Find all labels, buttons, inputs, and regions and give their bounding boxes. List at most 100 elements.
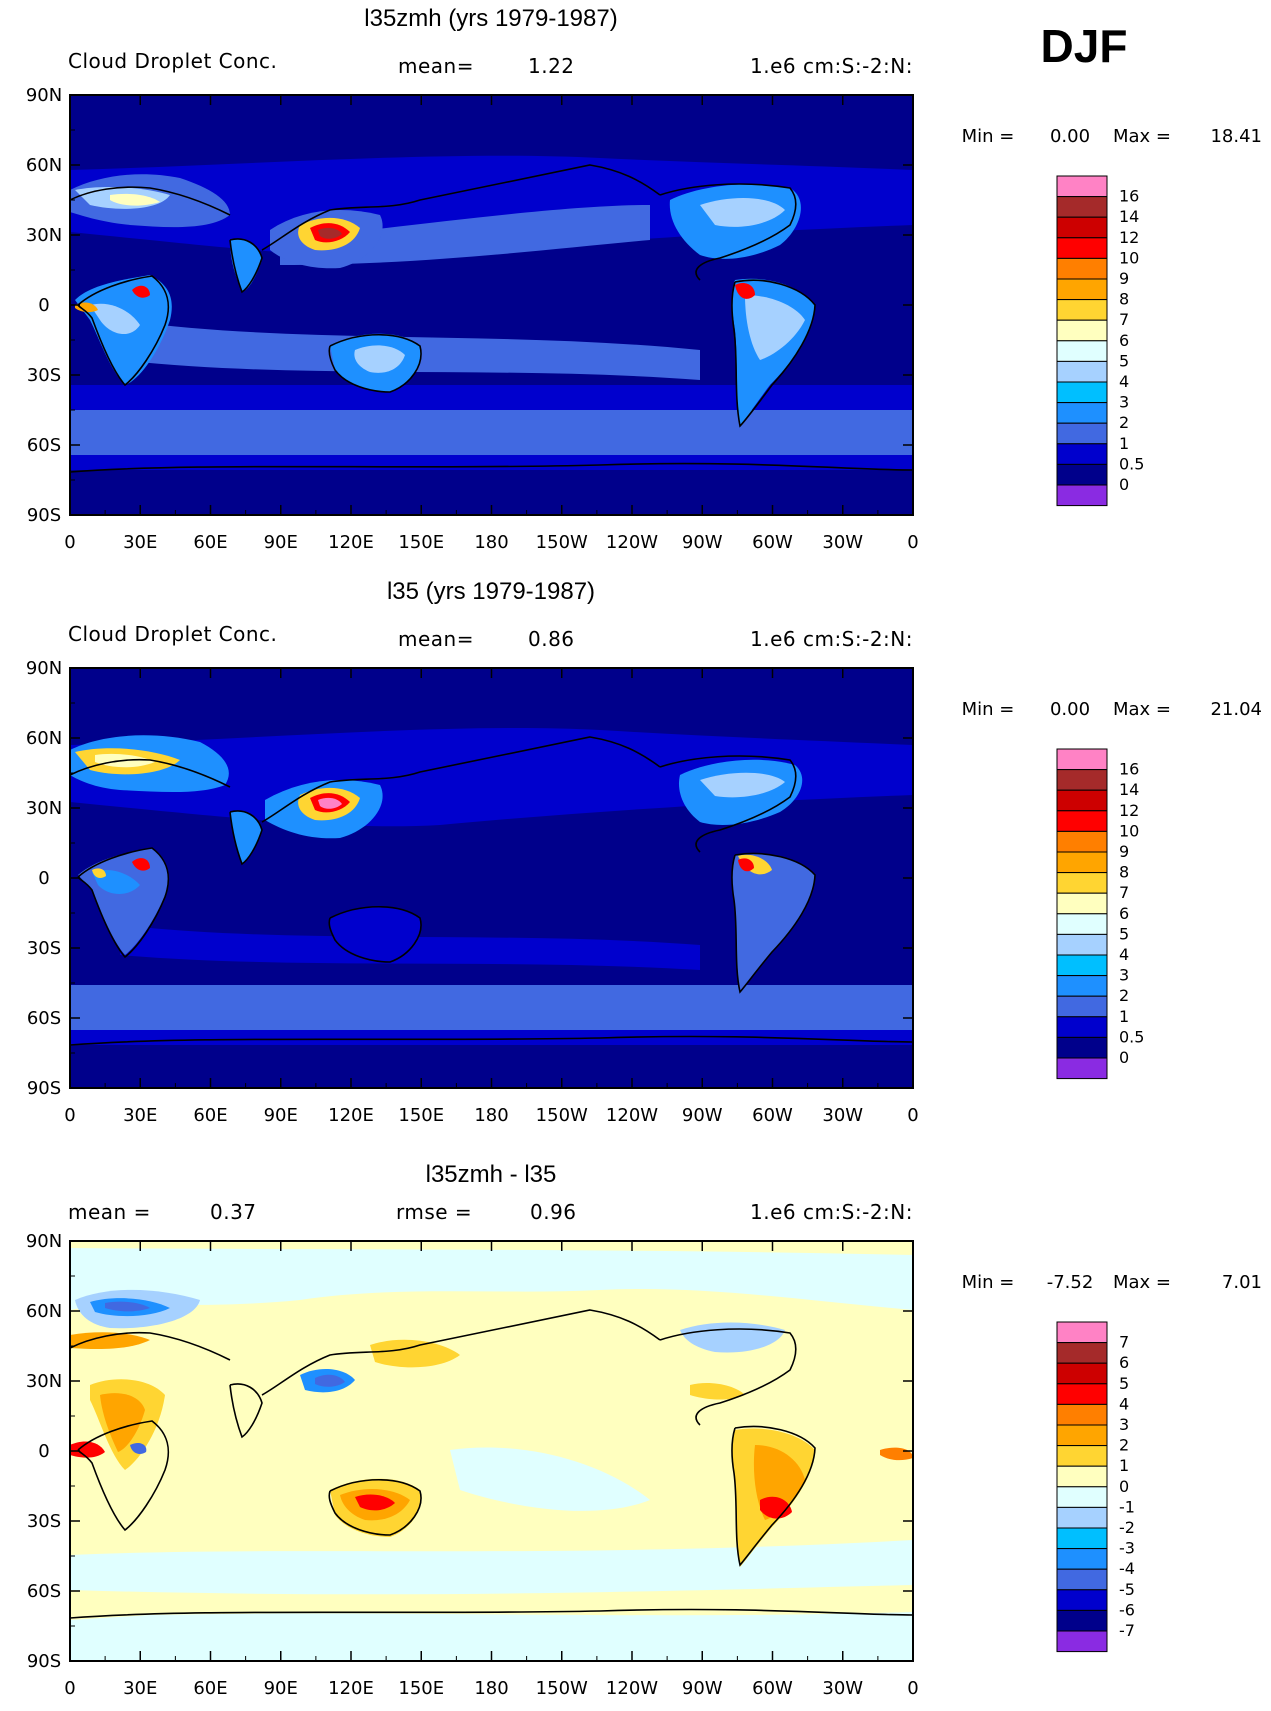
colorbar-label: 1 [1119, 1007, 1129, 1026]
colorbar-label: 14 [1119, 780, 1139, 799]
colorbar-label: 2 [1119, 1436, 1129, 1455]
lon-tick-label: 150W [536, 1105, 588, 1126]
panel-1-units: 1.e6 cm:S:-2:N: [750, 54, 913, 78]
lon-tick-label: 90W [682, 1678, 723, 1699]
colorbar-label: 6 [1119, 331, 1129, 350]
lat-tick-label: 60N [26, 1301, 62, 1322]
colorbar-label: 9 [1119, 842, 1129, 861]
lat-tick-label: 60S [27, 435, 61, 456]
colorbar-swatch [1056, 1403, 1108, 1426]
panel-3-ticks: 0 30E 60E 90E 120E 150E 180 150W 120W 90W 60W 30W 09… [26, 1231, 919, 1699]
panel-3-colorbar: 76 54 3 21 0-1 -2 -3-4 -5-6 -7 [1056, 1321, 1135, 1653]
lon-tick-label: 0 [64, 1678, 75, 1699]
lon-tick-label: 120W [606, 532, 658, 553]
panel-1-max-label: Max = [1113, 126, 1171, 147]
colorbar-swatch [1056, 1527, 1108, 1550]
panel-3-max-value: 7.01 [1222, 1272, 1262, 1293]
lat-tick-label: 90N [26, 85, 62, 106]
colorbar-label: -5 [1119, 1580, 1135, 1599]
colorbar-label: -3 [1119, 1539, 1135, 1558]
colorbar-label: 16 [1119, 760, 1139, 779]
colorbar-swatch [1056, 995, 1108, 1018]
colorbar-label: 0.5 [1119, 1027, 1144, 1046]
panel-3-mean-label: mean = [68, 1200, 151, 1224]
lat-tick-label: 0 [38, 1441, 49, 1462]
colorbar-label: 4 [1119, 372, 1129, 391]
lat-tick-label: 30N [26, 798, 62, 819]
colorbar-swatch [1056, 443, 1108, 465]
lon-tick-label: 180 [474, 532, 508, 553]
panel-3-max-label: Max = [1113, 1272, 1171, 1293]
lon-tick-label: 60W [752, 532, 793, 553]
lat-tick-label: 90N [26, 658, 62, 679]
lat-tick-label: 0 [38, 295, 49, 316]
lon-tick-label: 60E [193, 532, 227, 553]
lon-tick-label: 30E [123, 1678, 157, 1699]
lon-tick-label: 180 [474, 1678, 508, 1699]
panel-2-max-value: 21.04 [1210, 699, 1262, 720]
lon-tick-label: 30E [123, 532, 157, 553]
colorbar-swatch [1056, 954, 1108, 977]
panel-3-min-label: Min = [962, 1272, 1015, 1293]
panel-1-min-label: Min = [962, 126, 1015, 147]
colorbar-swatch [1056, 340, 1108, 362]
colorbar-swatch [1056, 1589, 1108, 1611]
lon-tick-label: 30E [123, 1105, 157, 1126]
colorbar-swatch [1056, 1057, 1108, 1080]
lon-tick-label: 30W [822, 532, 863, 553]
colorbar-swatch [1056, 1609, 1108, 1632]
colorbar-label: 3 [1119, 966, 1129, 985]
colorbar-label: 5 [1119, 1374, 1129, 1393]
colorbar-label: 8 [1119, 863, 1129, 882]
panel-1-min-value: 0.00 [1050, 126, 1090, 147]
colorbar-swatch [1056, 1036, 1108, 1059]
colorbar-label: 7 [1119, 883, 1129, 902]
panel-1-title: l35zmh (yrs 1979-1987) [364, 5, 617, 32]
colorbar-swatch [1056, 1506, 1108, 1529]
lon-tick-label: 120E [328, 532, 374, 553]
lat-tick-label: 60S [27, 1008, 61, 1029]
colorbar-label: 12 [1119, 801, 1139, 820]
colorbar-swatch [1056, 1424, 1108, 1447]
colorbar-label: -4 [1119, 1559, 1135, 1578]
lon-tick-label: 90E [264, 1678, 298, 1699]
colorbar-label: 2 [1119, 413, 1129, 432]
colorbar-label: 0 [1119, 475, 1129, 494]
colorbar-swatch [1056, 1486, 1108, 1508]
colorbar-swatch [1056, 1548, 1108, 1570]
panel-2-map [70, 668, 913, 1088]
colorbar-swatch [1056, 422, 1108, 445]
colorbar-swatch [1056, 913, 1108, 935]
panel-1-ticks: 0 30E 60E 90E 120E 150E 180 150W 120W 90W 60W 30W 09… [26, 85, 919, 553]
colorbar-swatch [1056, 319, 1108, 342]
lat-tick-label: 0 [38, 868, 49, 889]
lon-tick-label: 90W [682, 532, 723, 553]
colorbar-label: 6 [1119, 904, 1129, 923]
colorbar-swatch [1056, 1568, 1108, 1591]
panel-3: l35zmh - l35 mean = 0.37 rmse = 0.96 1.e… [26, 1161, 1262, 1699]
colorbar-swatch [1056, 216, 1108, 239]
colorbar-swatch [1056, 872, 1108, 894]
panel-2-mean-value: 0.86 [528, 627, 575, 651]
colorbar-label: 0.5 [1119, 454, 1144, 473]
panel-2-ticks: 0 30E 60E 90E 120E 150E 180 150W 120W 90W 60W 30W 09… [26, 658, 919, 1126]
lon-tick-label: 60W [752, 1105, 793, 1126]
colorbar-label: 1 [1119, 434, 1129, 453]
panel-2-mean-label: mean= [398, 627, 474, 651]
lon-tick-label: 30W [822, 1105, 863, 1126]
colorbar-label: 0 [1119, 1477, 1129, 1496]
colorbar-swatch [1056, 463, 1108, 486]
panel-1: l35zmh (yrs 1979-1987) Cloud Droplet Con… [26, 5, 1262, 553]
lon-tick-label: 60E [193, 1678, 227, 1699]
colorbar-swatch [1056, 402, 1108, 424]
colorbar-label: 0 [1119, 1048, 1129, 1067]
colorbar-label: -2 [1119, 1518, 1135, 1537]
lon-tick-label: 120W [606, 1105, 658, 1126]
lon-tick-label: 150W [536, 1678, 588, 1699]
panel-1-max-value: 18.41 [1210, 126, 1262, 147]
panel-3-mean-value: 0.37 [210, 1200, 257, 1224]
lat-tick-label: 90S [27, 1651, 61, 1672]
lon-tick-label: 150W [536, 532, 588, 553]
